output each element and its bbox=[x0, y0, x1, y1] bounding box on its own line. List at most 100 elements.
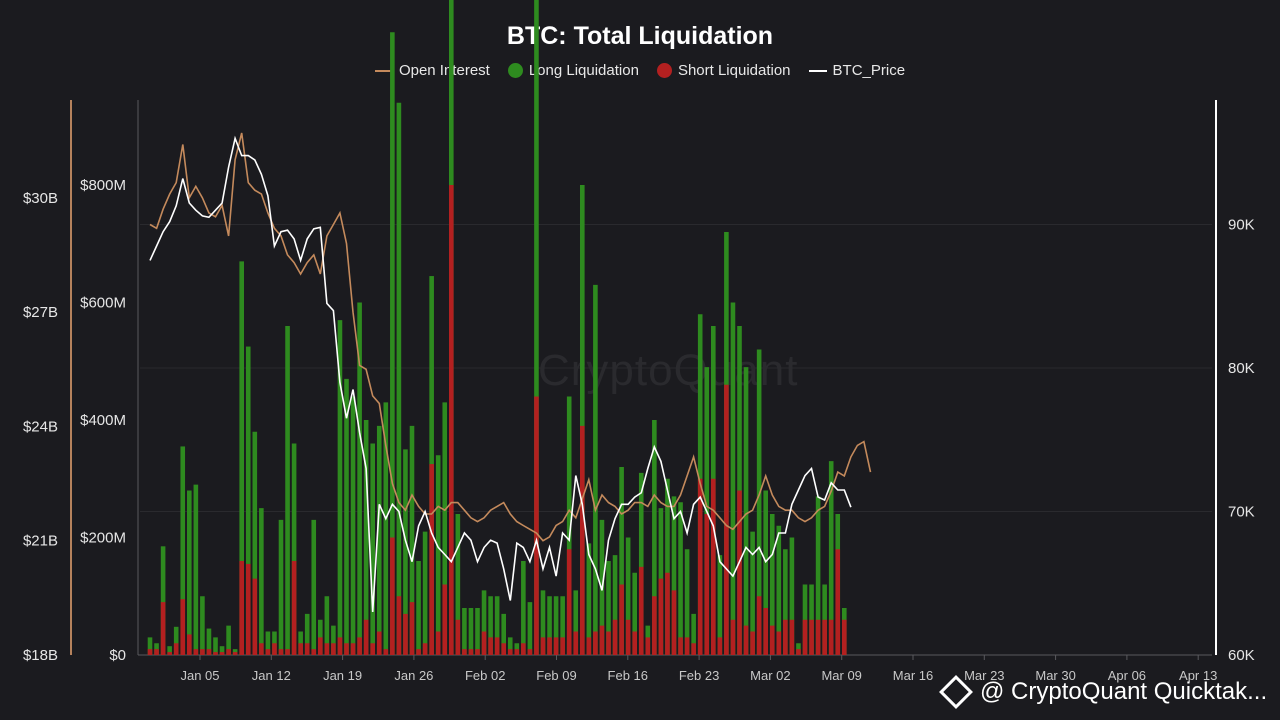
long-liquidation-bar bbox=[494, 596, 500, 655]
short-liquidation-bar bbox=[684, 637, 690, 655]
short-liquidation-bar bbox=[462, 649, 467, 655]
long-liquidation-bar bbox=[416, 561, 421, 655]
long-liquidation-bar bbox=[606, 561, 611, 655]
short-liquidation-bar bbox=[665, 572, 670, 655]
short-liquidation-bar bbox=[586, 637, 592, 655]
long-liquidation-bar bbox=[547, 596, 552, 655]
long-liquidation-bar bbox=[468, 608, 474, 655]
short-liquidation-bar bbox=[416, 649, 421, 655]
short-liquidation-bar bbox=[298, 643, 303, 655]
short-liquidation-bar bbox=[822, 619, 827, 655]
long-liquidation-bar bbox=[200, 596, 205, 655]
short-liquidation-bar bbox=[304, 643, 310, 655]
long-liquidation-bar bbox=[337, 320, 343, 655]
short-liquidation-bar bbox=[449, 185, 454, 655]
short-liquidation-bar bbox=[357, 637, 362, 655]
short-liquidation-bar bbox=[200, 649, 205, 655]
short-liquidation-bar bbox=[350, 643, 356, 655]
long-liquidation-bar bbox=[409, 425, 415, 655]
short-liquidation-bar bbox=[180, 599, 186, 655]
legend-item-open-interest[interactable]: Open Interest bbox=[374, 62, 490, 79]
oi-tick-label: $27B bbox=[23, 304, 58, 321]
long-liquidation-bar bbox=[344, 378, 349, 655]
long-liquidation-bar bbox=[239, 261, 244, 655]
short-liquidation-bar bbox=[763, 608, 768, 655]
long-liquidation-bar bbox=[370, 443, 375, 655]
long-liquidation-bar bbox=[678, 502, 683, 655]
legend-swatch-btc-price bbox=[808, 69, 827, 72]
legend-label-open-interest: Open Interest bbox=[398, 62, 490, 79]
legend: Open Interest Long Liquidation Short Liq… bbox=[0, 62, 1280, 79]
legend-item-long-liquidation[interactable]: Long Liquidation bbox=[507, 62, 639, 79]
short-liquidation-bar bbox=[580, 425, 585, 655]
long-liquidation-bar bbox=[206, 628, 212, 655]
short-liquidation-bar bbox=[711, 478, 716, 655]
short-liquidation-bar bbox=[796, 649, 801, 655]
legend-item-short-liquidation[interactable]: Short Liquidation bbox=[656, 62, 791, 79]
short-liquidation-bar bbox=[652, 596, 657, 655]
long-liquidation-bar bbox=[481, 590, 487, 655]
short-liquidation-bar bbox=[632, 631, 637, 655]
long-liquidation-bar bbox=[180, 446, 186, 655]
long-liquidation-bar bbox=[219, 646, 225, 655]
short-liquidation-bar bbox=[828, 619, 834, 655]
long-liquidation-bar bbox=[783, 549, 788, 655]
long-liquidation-bar bbox=[376, 425, 382, 655]
short-liquidation-bar bbox=[842, 619, 847, 655]
short-liquidation-bar bbox=[737, 490, 742, 655]
short-liquidation-bar bbox=[501, 643, 506, 655]
x-tick-label: Mar 30 bbox=[1035, 668, 1075, 683]
legend-swatch-open-interest bbox=[374, 69, 393, 72]
long-liquidation-bar bbox=[462, 608, 467, 655]
long-liquidation-bar bbox=[331, 625, 336, 655]
short-liquidation-bar bbox=[259, 643, 264, 655]
long-liquidation-bar bbox=[580, 185, 585, 655]
short-liquidation-bar bbox=[239, 561, 244, 655]
long-liquidation-bar bbox=[357, 302, 362, 655]
long-liquidation-bar bbox=[475, 608, 480, 655]
long-liquidation-bar bbox=[553, 596, 559, 655]
short-liquidation-bar bbox=[671, 590, 677, 655]
short-liquidation-bar bbox=[514, 649, 520, 655]
long-liquidation-bar bbox=[285, 326, 290, 655]
x-tick-label: Mar 02 bbox=[750, 668, 790, 683]
long-liquidation-bar bbox=[730, 302, 736, 655]
long-liquidation-bar bbox=[278, 519, 284, 655]
short-liquidation-bar bbox=[429, 464, 434, 655]
short-liquidation-bar bbox=[835, 549, 841, 655]
short-liquidation-bar bbox=[593, 631, 598, 655]
quicktake-badge[interactable]: @ CryptoQuant Quicktak... bbox=[939, 675, 1267, 709]
legend-item-btc-price[interactable]: BTC_Price bbox=[808, 62, 905, 79]
short-liquidation-bar bbox=[370, 643, 375, 655]
long-liquidation-bar bbox=[815, 496, 821, 655]
long-liquidation-bar bbox=[828, 461, 834, 655]
short-liquidation-bar bbox=[717, 637, 723, 655]
long-liquidation-bar bbox=[612, 555, 618, 655]
short-liquidation-bar bbox=[193, 649, 199, 655]
short-liquidation-bar bbox=[645, 637, 651, 655]
short-liquidation-bar bbox=[468, 649, 474, 655]
long-liquidation-bar bbox=[390, 32, 395, 655]
oi-tick-label: $24B bbox=[23, 418, 58, 435]
short-liquidation-bar bbox=[219, 652, 225, 655]
short-liquidation-bar bbox=[383, 649, 389, 655]
oi-tick-label: $18B bbox=[23, 647, 58, 664]
short-liquidation-bar bbox=[730, 619, 736, 655]
short-liquidation-bar bbox=[638, 566, 644, 655]
short-liquidation-bar bbox=[331, 643, 336, 655]
short-liquidation-bar bbox=[265, 649, 271, 655]
long-liquidation-bar bbox=[187, 490, 192, 655]
short-liquidation-bar bbox=[724, 384, 729, 655]
long-liquidation-bar bbox=[501, 613, 506, 655]
long-liquidation-bar bbox=[245, 346, 251, 655]
short-liquidation-bar bbox=[167, 652, 172, 655]
chart-title: BTC: Total Liquidation bbox=[506, 22, 774, 50]
long-liquidation-bar bbox=[160, 546, 166, 655]
short-liquidation-bar bbox=[789, 619, 795, 655]
long-liquidation-bar bbox=[311, 519, 317, 655]
short-liquidation-bar bbox=[612, 619, 618, 655]
x-tick-label: Feb 23 bbox=[679, 668, 719, 683]
short-liquidation-bar bbox=[809, 619, 814, 655]
long-liquidation-bar bbox=[147, 637, 153, 655]
